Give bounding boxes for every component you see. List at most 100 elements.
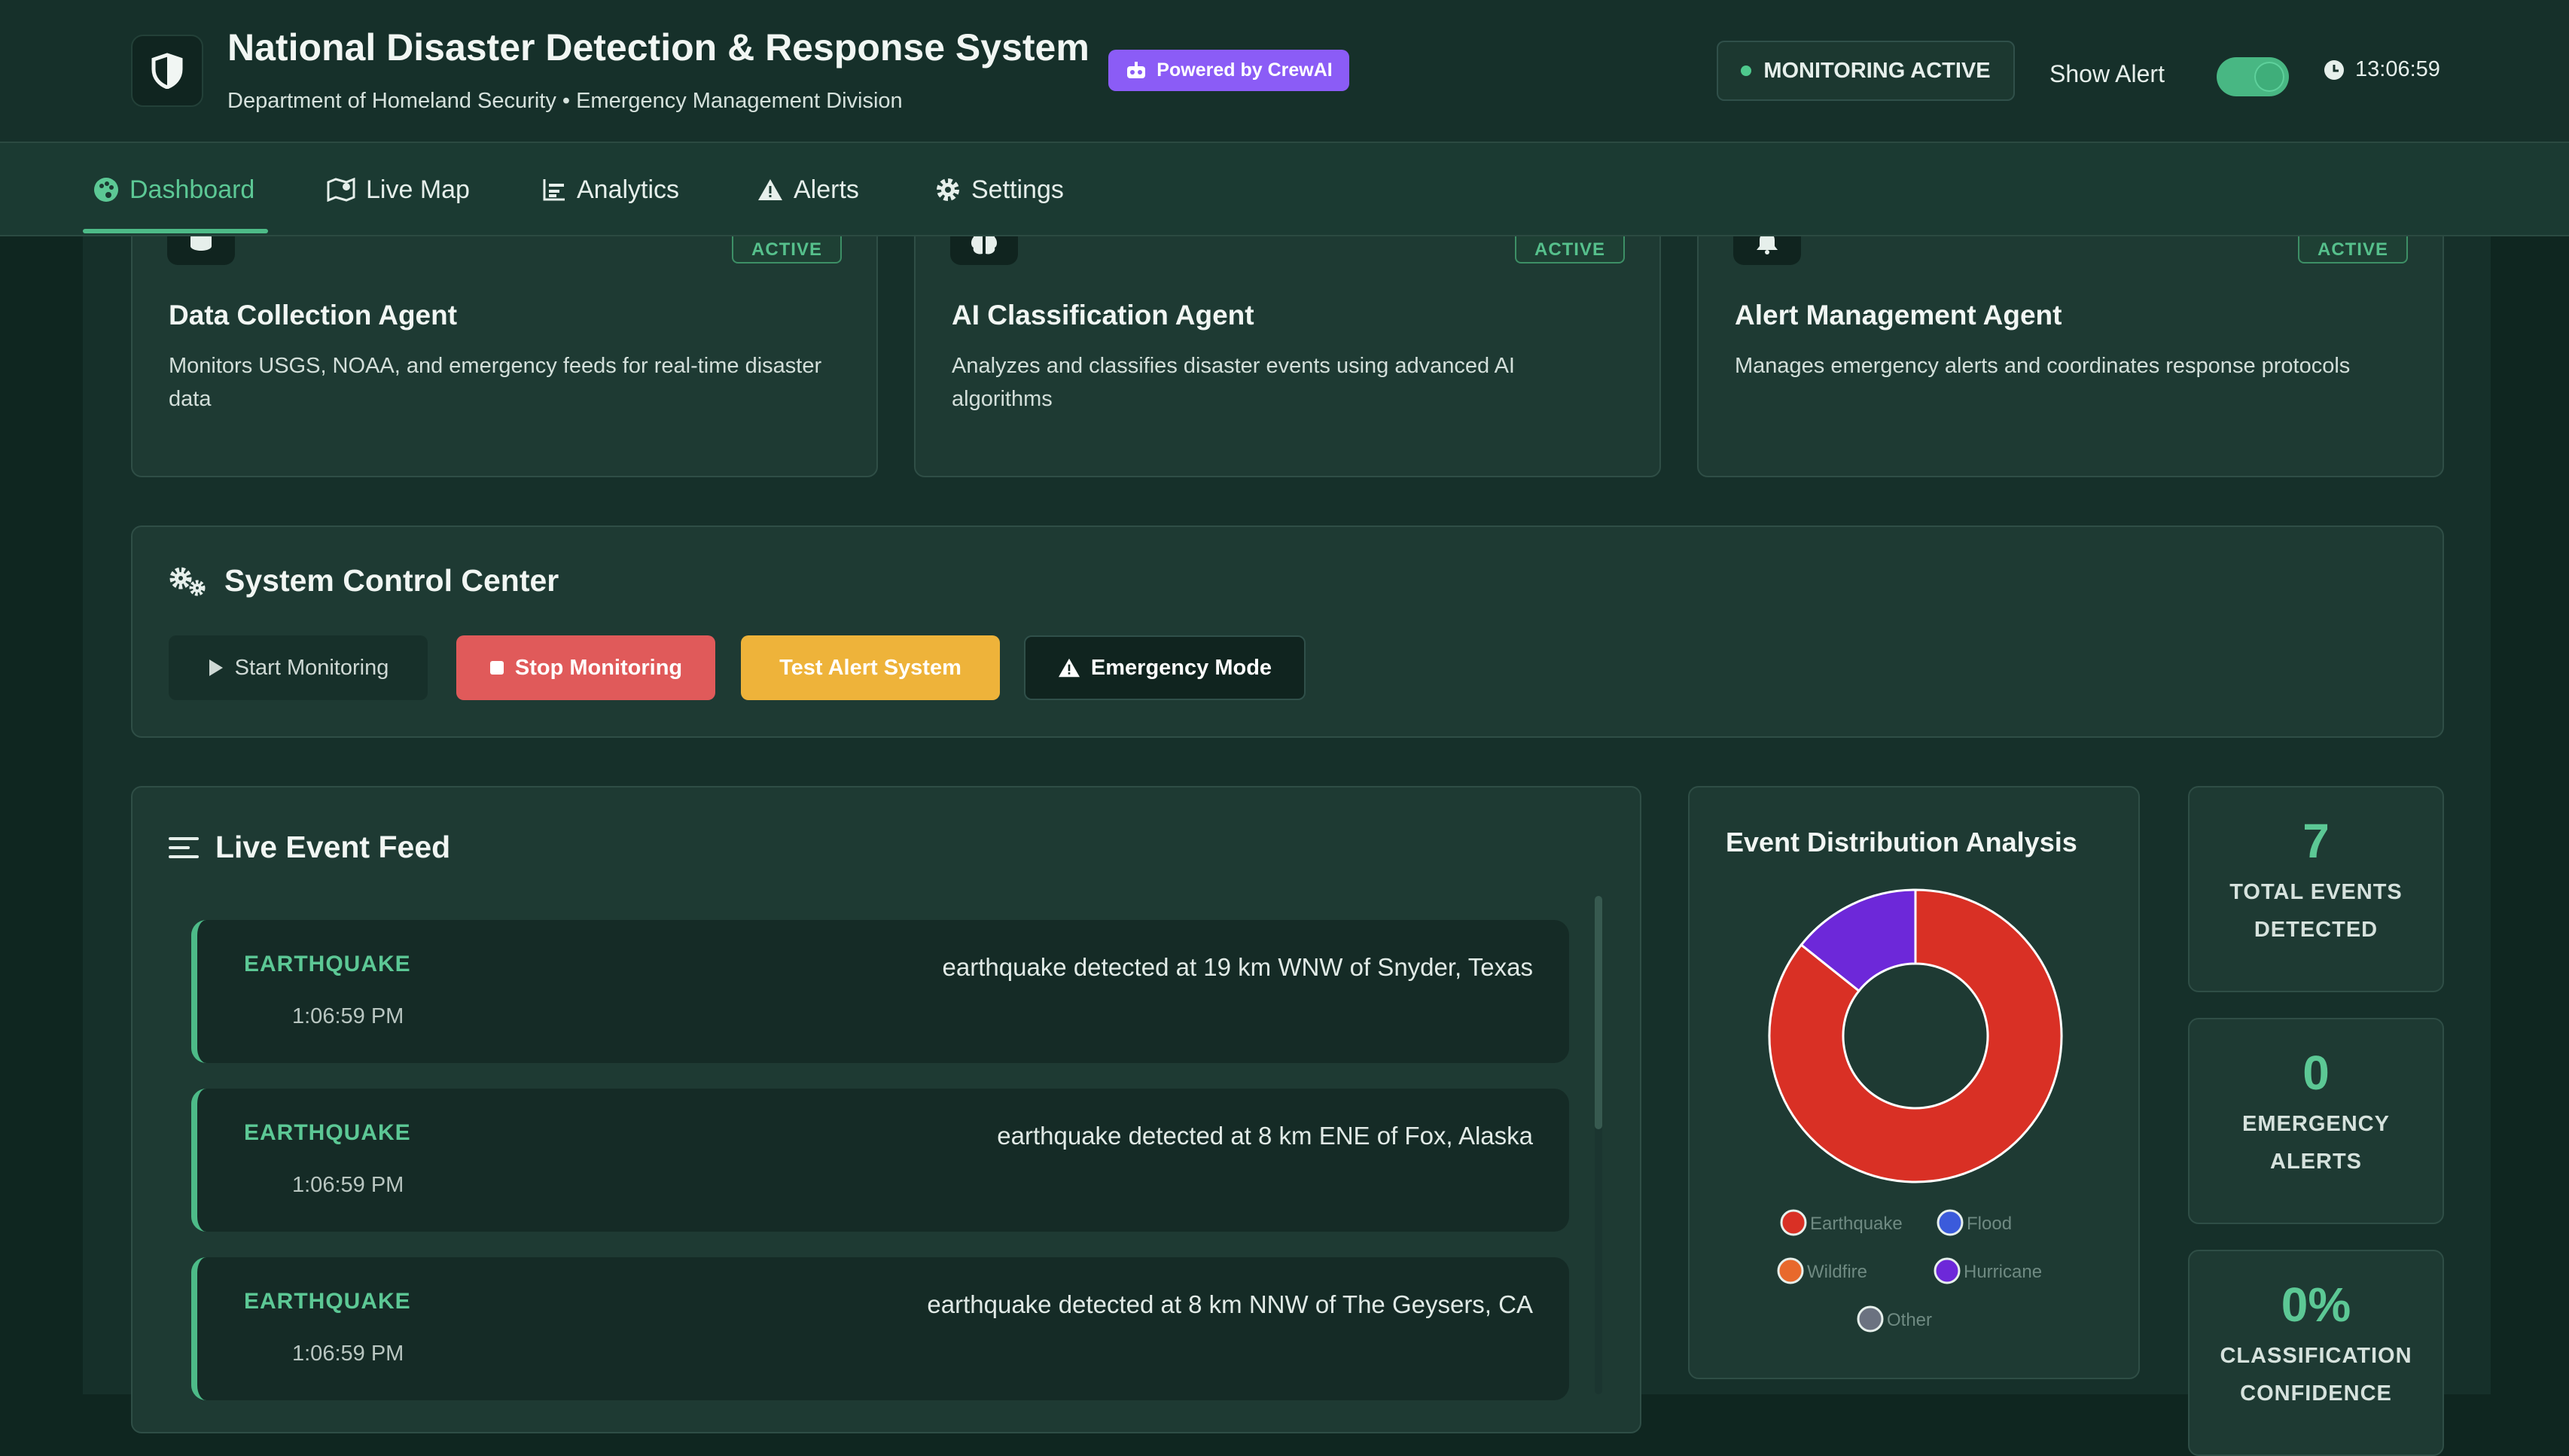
stat-total-events: 7 TOTAL EVENTS DETECTED — [2188, 786, 2444, 992]
event-time: 1:06:59 PM — [292, 1342, 404, 1366]
gear-icon — [937, 178, 959, 201]
stop-monitoring-button[interactable]: Stop Monitoring — [456, 635, 715, 700]
agent-description: Analyzes and classifies disaster events … — [952, 354, 1515, 411]
event-time: 1:06:59 PM — [292, 1004, 404, 1028]
event-description: earthquake detected at 8 km NNW of The G… — [927, 1290, 1533, 1318]
tab-label: Settings — [971, 175, 1064, 204]
agent-description: Manages emergency alerts and coordinates… — [1735, 354, 2351, 378]
stop-icon — [489, 661, 504, 675]
feed-scrollbar[interactable] — [1595, 896, 1602, 1394]
clock-time: 13:06:59 — [2355, 57, 2440, 81]
stat-value: 0 — [2302, 1046, 2330, 1100]
stat-label: EMERGENCY ALERTS — [2242, 1112, 2390, 1174]
agent-title: Data Collection Agent — [169, 300, 458, 330]
live-event-feed-title: Live Event Feed — [169, 830, 450, 865]
event-description: earthquake detected at 19 km WNW of Snyd… — [942, 953, 1533, 981]
distribution-panel: Event Distribution Analysis Earthquake Fl… — [1688, 786, 2140, 1379]
monitoring-status-badge: MONITORING ACTIVE — [1717, 41, 2015, 101]
donut-slice-earthquake[interactable] — [1768, 888, 2063, 1183]
legend-swatch — [1934, 1257, 1961, 1284]
feed-event-item[interactable]: EARTHQUAKE 1:06:59 PM earthquake detecte… — [191, 1089, 1569, 1232]
app-logo — [131, 35, 203, 107]
legend-swatch — [1857, 1305, 1884, 1333]
agent-card-alert-management: ACTIVE Alert Management Agent Manages em… — [1697, 188, 2444, 477]
test-alert-system-button[interactable]: Test Alert System — [741, 635, 1000, 700]
legend-label: Earthquake — [1810, 1214, 1903, 1234]
button-label: Emergency Mode — [1090, 655, 1272, 680]
legend-label: Flood — [1967, 1214, 2012, 1234]
section-title-label: System Control Center — [224, 563, 559, 598]
section-title-label: Live Event Feed — [215, 830, 451, 864]
powered-by-label: Powered by CrewAI — [1157, 59, 1333, 81]
legend-label: Hurricane — [1964, 1262, 2042, 1282]
stat-emergency-alerts: 0 EMERGENCY ALERTS — [2188, 1018, 2444, 1224]
emergency-mode-button[interactable]: Emergency Mode — [1024, 635, 1306, 700]
warning-icon — [1058, 658, 1080, 678]
show-alert-toggle[interactable] — [2217, 57, 2289, 96]
agent-description: Monitors USGS, NOAA, and emergency feeds… — [169, 354, 822, 411]
legend-swatch — [1777, 1257, 1804, 1284]
legend-swatch — [1780, 1209, 1807, 1236]
stat-value: 0% — [2281, 1278, 2351, 1332]
agent-title: AI Classification Agent — [952, 300, 1254, 330]
tab-label: Alerts — [794, 175, 859, 204]
event-distribution-chart: Earthquake Flood Wildfire Hurricane Other — [1768, 888, 2063, 1333]
event-type: EARTHQUAKE — [244, 952, 411, 976]
start-monitoring-button[interactable]: Start Monitoring — [169, 635, 428, 700]
button-label: Test Alert System — [779, 655, 961, 680]
page-subtitle: Department of Homeland Security • Emerge… — [227, 89, 903, 113]
distribution-title: Event Distribution Analysis — [1726, 827, 2077, 857]
donut-slice-hurricane[interactable] — [1800, 888, 1917, 993]
map-icon — [327, 178, 355, 202]
powered-by-badge: Powered by CrewAI — [1108, 50, 1349, 91]
legend-item-hurricane[interactable]: Hurricane — [1934, 1257, 2042, 1284]
shield-icon — [151, 53, 183, 89]
play-icon — [209, 659, 223, 676]
page-title: National Disaster Detection & Response S… — [227, 26, 1089, 69]
tab-label: Dashboard — [130, 175, 255, 204]
stat-label: TOTAL EVENTS DETECTED — [2229, 880, 2403, 942]
stat-value: 7 — [2302, 814, 2330, 868]
tab-label: Analytics — [577, 175, 680, 204]
tab-alerts[interactable]: Alerts — [757, 143, 859, 236]
status-badge: ACTIVE — [732, 236, 842, 263]
legend-label: Wildfire — [1807, 1262, 1867, 1282]
status-badge: ACTIVE — [1515, 236, 1625, 263]
tab-settings[interactable]: Settings — [935, 143, 1064, 236]
warning-icon — [758, 179, 782, 200]
stat-classification-confidence: 0% CLASSIFICATION CONFIDENCE — [2188, 1250, 2444, 1456]
agent-title: Alert Management Agent — [1735, 300, 2062, 330]
toggle-knob — [2254, 62, 2284, 92]
robot-icon — [1127, 61, 1146, 78]
stat-label: CLASSIFICATION CONFIDENCE — [2220, 1344, 2412, 1406]
tab-live-map[interactable]: Live Map — [327, 143, 470, 236]
active-tab-indicator — [83, 229, 268, 233]
button-label: Start Monitoring — [234, 655, 389, 680]
agent-card-data-collection: ACTIVE Data Collection Agent Monitors US… — [131, 188, 878, 477]
agent-card-ai-classification: ACTIVE AI Classification Agent Analyzes … — [914, 188, 1661, 477]
legend-item-other[interactable]: Other — [1857, 1305, 1932, 1333]
legend-item-wildfire[interactable]: Wildfire — [1777, 1257, 1867, 1284]
status-badge: ACTIVE — [2298, 236, 2408, 263]
feed-scrollbar-thumb[interactable] — [1595, 896, 1602, 1129]
legend-item-flood[interactable]: Flood — [1937, 1209, 2012, 1236]
event-type: EARTHQUAKE — [244, 1289, 411, 1314]
tab-analytics[interactable]: Analytics — [542, 143, 679, 236]
event-description: earthquake detected at 8 km ENE of Fox, … — [997, 1122, 1533, 1150]
legend-item-earthquake[interactable]: Earthquake — [1780, 1209, 1903, 1236]
chart-icon — [543, 179, 565, 201]
palette-icon — [94, 178, 118, 202]
clock: 13:06:59 — [2324, 57, 2440, 82]
tab-dashboard[interactable]: Dashboard — [93, 143, 254, 236]
clock-icon — [2324, 59, 2344, 80]
legend-swatch — [1937, 1209, 1964, 1236]
tab-label: Live Map — [366, 175, 470, 204]
legend-label: Other — [1887, 1310, 1932, 1330]
monitoring-status-label: MONITORING ACTIVE — [1763, 58, 1991, 83]
show-alert-label: Show Alert — [2049, 60, 2165, 87]
event-type: EARTHQUAKE — [244, 1120, 411, 1145]
feed-event-item[interactable]: EARTHQUAKE 1:06:59 PM earthquake detecte… — [191, 1257, 1569, 1400]
feed-event-item[interactable]: EARTHQUAKE 1:06:59 PM earthquake detecte… — [191, 920, 1569, 1063]
control-center-title: System Control Center — [169, 563, 559, 599]
main-nav — [0, 143, 2569, 236]
